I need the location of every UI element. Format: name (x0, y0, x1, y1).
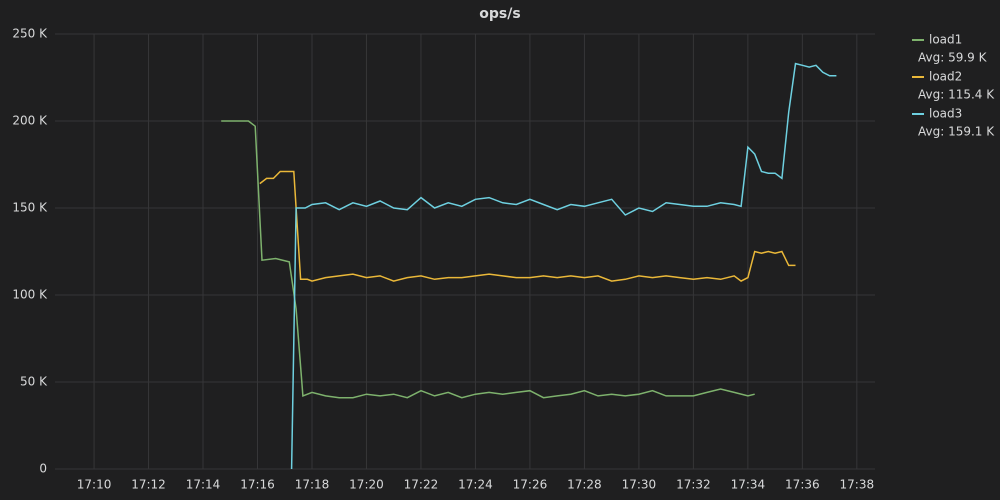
x-tick-label: 17:30 (622, 478, 657, 492)
x-tick-label: 17:26 (513, 478, 548, 492)
y-tick-label: 0 (39, 462, 47, 476)
legend-avg: Avg: 159.1 K (918, 125, 995, 139)
x-tick-label: 17:12 (131, 478, 166, 492)
chart-title: ops/s (479, 6, 520, 22)
series-line (290, 62, 837, 470)
legend-label: load3 (929, 107, 962, 121)
series-line (259, 170, 796, 282)
x-tick-label: 17:16 (240, 478, 275, 492)
x-tick-label: 17:38 (840, 478, 875, 492)
series-line (221, 120, 755, 399)
x-tick-label: 17:36 (785, 478, 820, 492)
y-tick-label: 250 K (12, 27, 48, 41)
x-tick-label: 17:34 (731, 478, 766, 492)
y-tick-label: 100 K (12, 288, 48, 302)
x-tick-label: 17:28 (567, 478, 602, 492)
x-tick-label: 17:10 (77, 478, 112, 492)
y-tick-label: 150 K (12, 201, 48, 215)
x-tick-label: 17:22 (404, 478, 439, 492)
legend-label: load1 (929, 33, 962, 47)
x-tick-label: 17:24 (458, 478, 493, 492)
legend-avg: Avg: 115.4 K (918, 88, 995, 102)
legend-avg: Avg: 59.9 K (918, 51, 988, 65)
y-tick-label: 200 K (12, 114, 48, 128)
x-tick-label: 17:20 (349, 478, 384, 492)
x-tick-label: 17:18 (295, 478, 330, 492)
x-tick-label: 17:32 (676, 478, 711, 492)
legend-label: load2 (929, 70, 962, 84)
x-tick-label: 17:14 (186, 478, 221, 492)
y-tick-label: 50 K (20, 375, 48, 389)
